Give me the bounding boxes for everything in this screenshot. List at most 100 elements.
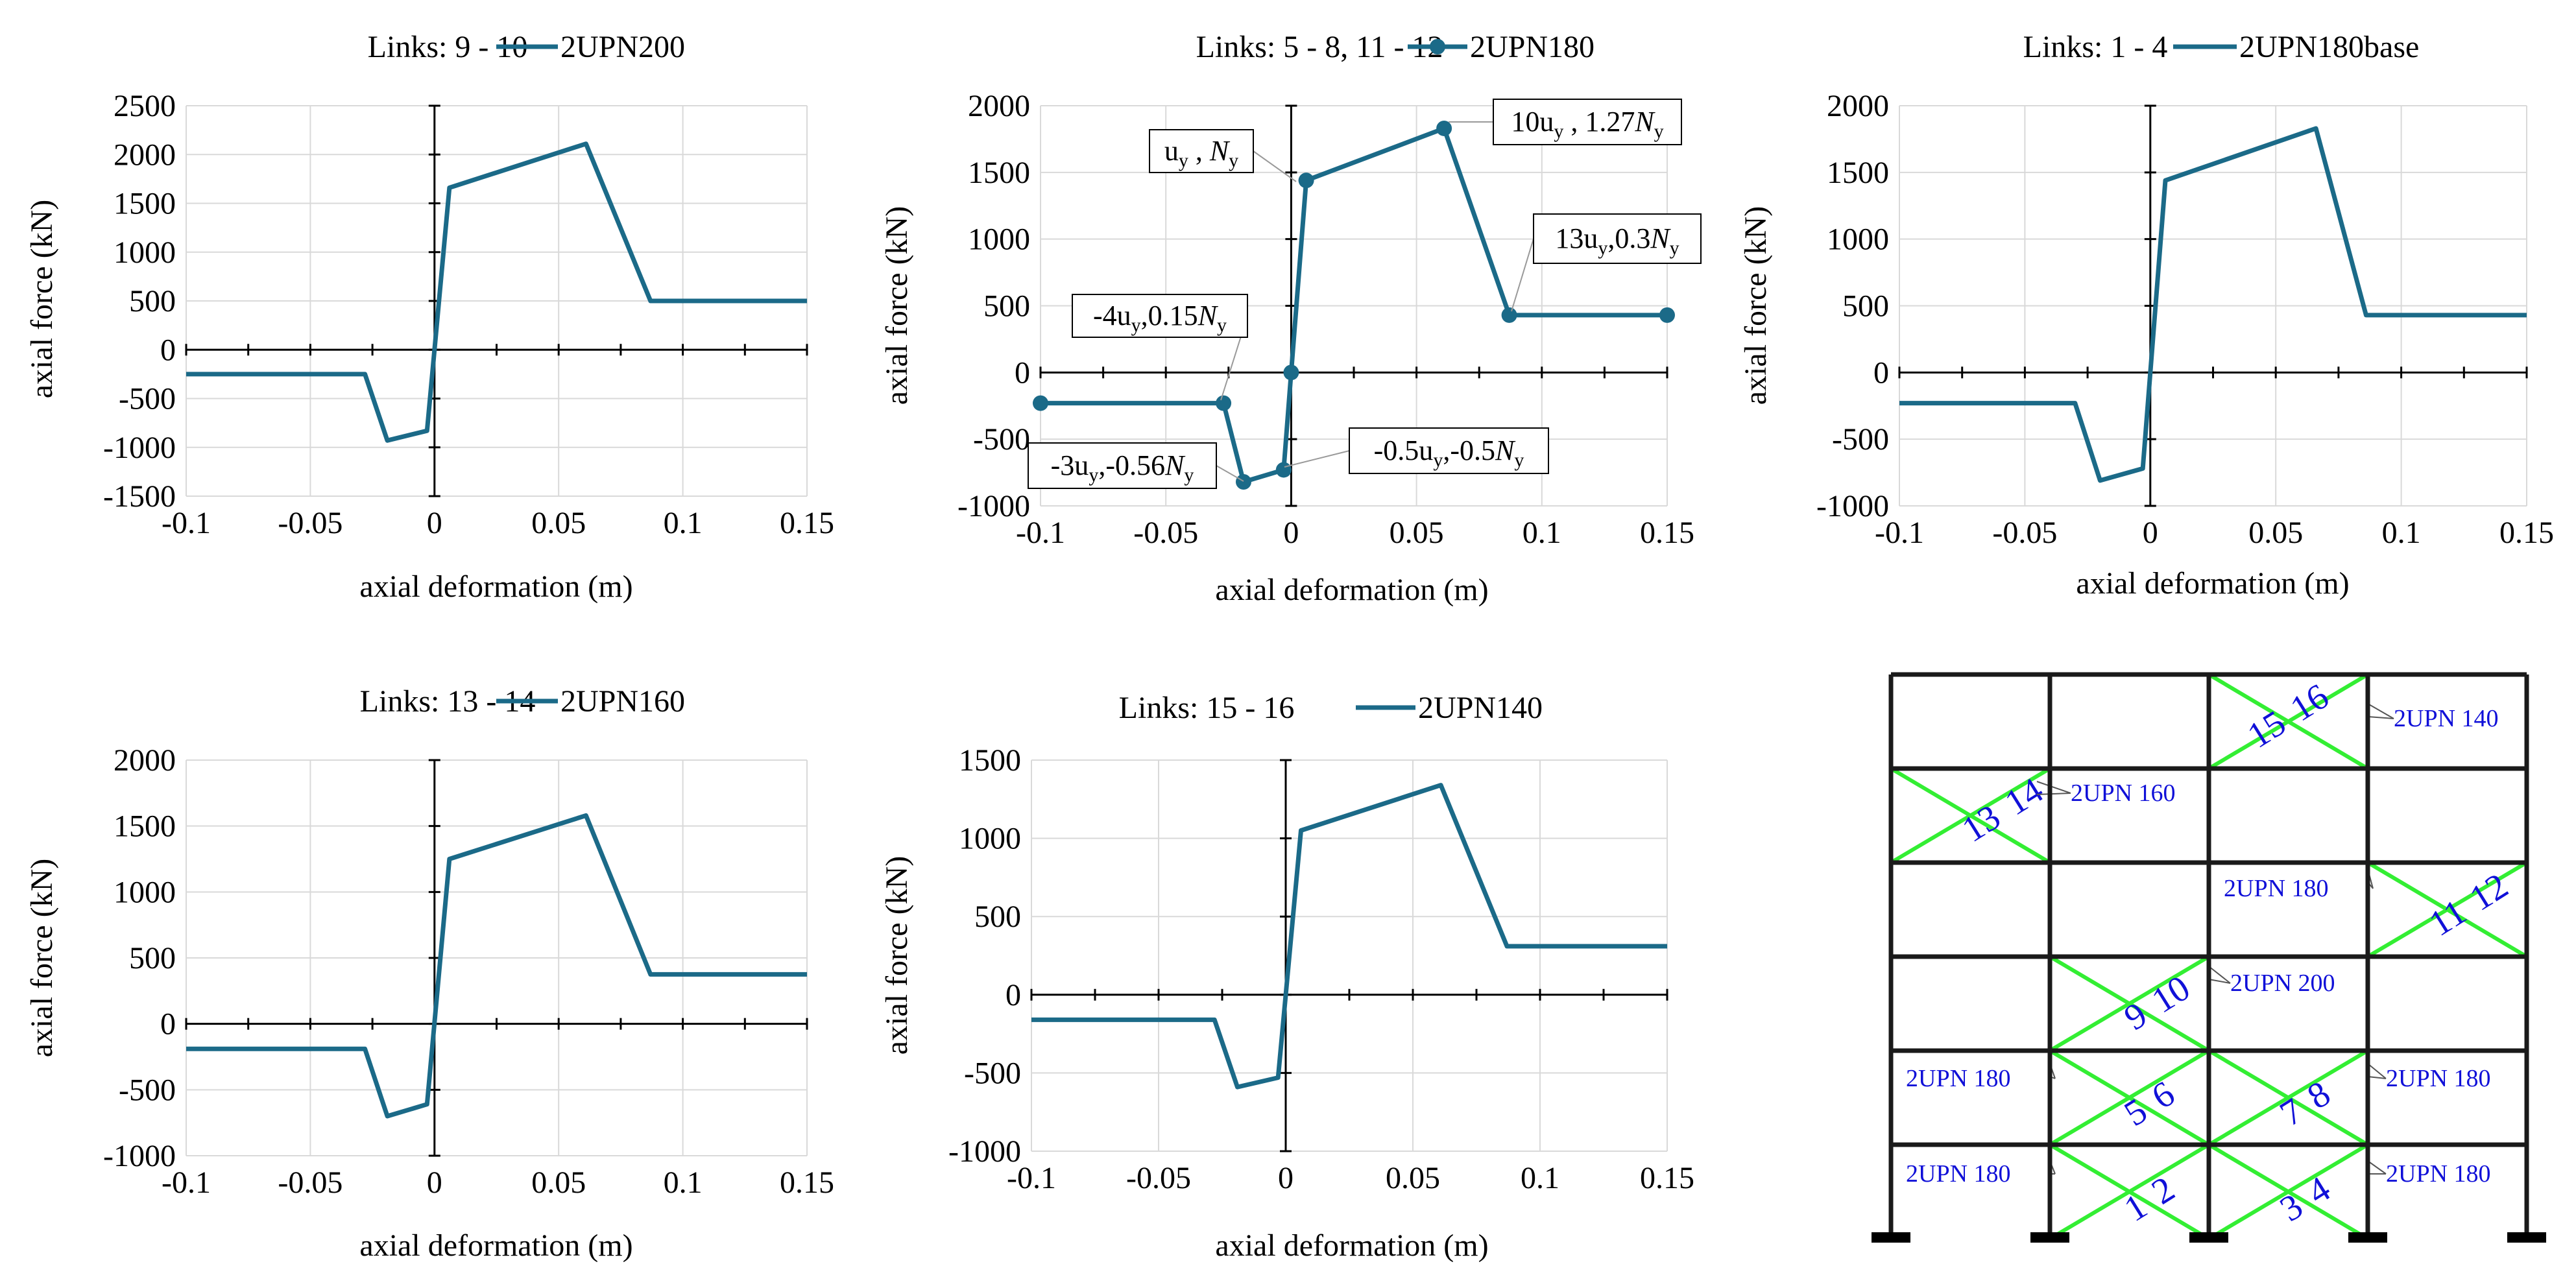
section-leader <box>2367 1076 2387 1079</box>
legend-series-name: 2UPN140 <box>1418 691 1543 725</box>
section-label: 2UPN 160 <box>2071 780 2176 807</box>
fixed-support <box>2030 1232 2069 1243</box>
chart-c1: -1500 -1000 -500 0 500 1000 1500 2000 2500 -0.1 -0… <box>25 30 834 604</box>
x-tick-label: 0.05 <box>531 1165 586 1200</box>
series-line <box>186 813 807 1119</box>
callout-box <box>1533 213 1702 264</box>
x-tick-label: -0.05 <box>1133 516 1198 550</box>
x-tick-label: 0 <box>2143 516 2158 550</box>
annotation-callout: 10uy , 1.27Ny <box>1449 99 1682 145</box>
x-tick-label: 0.1 <box>2382 516 2421 550</box>
callout-base: -4u <box>1093 300 1131 331</box>
brace-number: 14 <box>1998 770 2050 823</box>
series-line <box>1899 126 2527 483</box>
y-tick-label: -500 <box>119 1073 176 1107</box>
x-tick-label: -0.05 <box>278 1165 343 1200</box>
callout-sub: y <box>1179 150 1188 171</box>
y-tick-label: 500 <box>974 900 1021 934</box>
callout-mid: ,-0.5 <box>1443 435 1495 466</box>
x-axis-title: axial deformation (m) <box>2076 566 2349 601</box>
callout-sub: y <box>1598 237 1607 259</box>
brace-number: 1 <box>2117 1186 2154 1230</box>
x-tick-label: 0.05 <box>1390 516 1444 550</box>
brace-number: 15 <box>2241 703 2293 756</box>
data-point <box>1298 173 1314 189</box>
callout-sub2: y <box>1654 121 1664 142</box>
brace-numbers: 1516 <box>2241 676 2335 756</box>
section-label: 2UPN 140 <box>2394 705 2499 732</box>
section-leader <box>2367 1063 2387 1079</box>
data-point <box>1216 395 1232 411</box>
annotation-callout: uy , Ny <box>1149 129 1297 182</box>
y-tick-label: -1000 <box>103 1139 176 1173</box>
callout-base: -0.5u <box>1374 435 1434 466</box>
fixed-support <box>2348 1232 2387 1243</box>
y-tick-label: 2500 <box>114 89 176 123</box>
brace-number: 8 <box>2300 1073 2337 1117</box>
chart-c2: -1000 -500 0 500 1000 1500 2000 -0.1 -0.05 0 0.05 0… <box>880 30 1702 607</box>
callout-leader <box>1216 465 1244 482</box>
x-tick-label: -0.1 <box>1875 516 1924 550</box>
x-tick-label: 0.1 <box>1523 516 1561 550</box>
x-tick-label: 0.1 <box>1521 1161 1559 1195</box>
x-tick-label: 0 <box>1278 1161 1294 1195</box>
legend-prefix: Links: 1 - 4 <box>2023 30 2168 64</box>
section-leader <box>2036 793 2071 795</box>
data-point <box>1436 120 1452 136</box>
y-tick-label: -1000 <box>948 1134 1021 1169</box>
callout-leader <box>1511 238 1534 312</box>
x-tick-label: 0.05 <box>2248 516 2303 550</box>
legend-prefix: Links: 15 - 16 <box>1119 691 1295 725</box>
callout-sub2: y <box>1229 150 1238 171</box>
x-tick-label: -0.1 <box>162 1165 211 1200</box>
section-leader <box>2036 781 2071 794</box>
y-tick-label: -500 <box>1832 422 1889 457</box>
callout-text: 13uy,0.3Ny <box>1555 222 1679 259</box>
brace-diagonal <box>2208 673 2369 770</box>
callout-leader <box>1253 150 1297 182</box>
callout-text: -0.5uy,-0.5Ny <box>1374 435 1524 471</box>
brace-diagonal <box>2049 1143 2210 1241</box>
callout-base2: N <box>1209 135 1231 167</box>
x-axis-title: axial deformation (m) <box>1215 573 1488 607</box>
callout-mid: , <box>1188 135 1210 167</box>
callout-base2: N <box>1164 449 1186 481</box>
brace-pair: 12 2UPN 180 <box>1906 1143 2210 1241</box>
callout-text: 10uy , 1.27Ny <box>1511 106 1663 142</box>
callout-text: uy , Ny <box>1164 135 1238 171</box>
x-tick-label: 0 <box>427 506 442 540</box>
callout-base2: N <box>1198 300 1219 331</box>
legend-series-name: 2UPN180base <box>2239 30 2419 64</box>
callout-box <box>1072 294 1248 338</box>
x-tick-label: -0.05 <box>278 506 343 540</box>
brace-diagonal <box>2049 955 2210 1053</box>
y-tick-label: 1500 <box>1827 156 1889 190</box>
callout-text: -4uy,0.15Ny <box>1093 300 1227 336</box>
y-tick-label: 1000 <box>114 875 176 909</box>
y-tick-label: 1000 <box>114 235 176 270</box>
brace-pair: 1516 2UPN 140 <box>2208 673 2499 770</box>
section-label: 2UPN 180 <box>1906 1065 2011 1092</box>
x-tick-label: 0.05 <box>531 506 586 540</box>
brace-pair: 1314 2UPN 160 <box>1890 767 2176 865</box>
brace-diagonal <box>2366 861 2528 959</box>
section-label: 2UPN 180 <box>2386 1065 2491 1092</box>
annotation-callout: -3uy,-0.56Ny <box>1028 442 1244 489</box>
annotation-callout: -0.5uy,-0.5Ny <box>1284 427 1549 474</box>
y-tick-label: 500 <box>129 941 176 975</box>
y-tick-label: -500 <box>119 382 176 416</box>
y-axis-title: axial force (kN) <box>25 859 59 1058</box>
x-axis-title: axial deformation (m) <box>1215 1228 1488 1263</box>
callout-base2: N <box>1650 222 1671 254</box>
callout-mid: ,-0.56 <box>1098 449 1165 481</box>
x-axis-title: axial deformation (m) <box>359 1228 632 1263</box>
x-tick-label: 0.1 <box>664 1165 703 1200</box>
section-label: 2UPN 200 <box>2230 970 2335 997</box>
x-tick-label: -0.1 <box>1007 1161 1056 1195</box>
x-tick-label: -0.1 <box>162 506 211 540</box>
chart-c5: -1000 -500 0 500 1000 1500 -0.1 -0.05 0 0.05 0.1 0.… <box>880 691 1694 1263</box>
brace-number: 10 <box>2145 968 2197 1021</box>
callout-sub2: y <box>1217 315 1227 336</box>
brace-numbers: 56 <box>2117 1073 2182 1134</box>
